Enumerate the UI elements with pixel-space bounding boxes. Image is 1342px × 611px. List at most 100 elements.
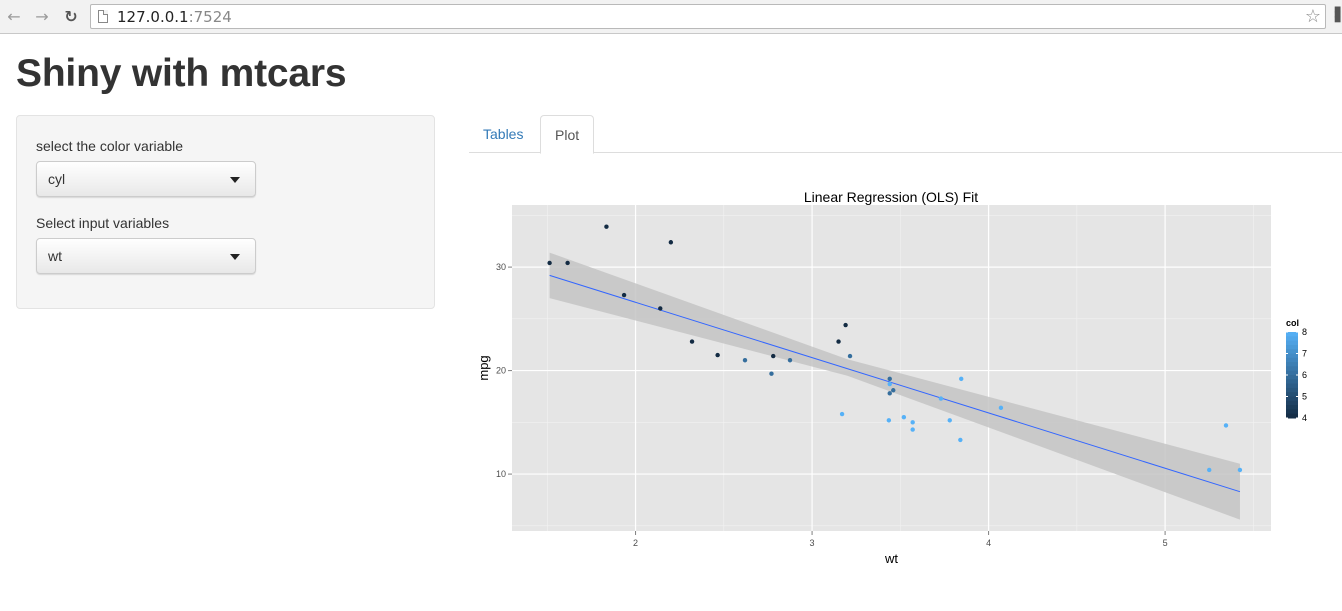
y-tick-label: 10	[496, 469, 506, 479]
data-point	[910, 427, 915, 432]
data-point	[1207, 467, 1212, 473]
data-point	[742, 358, 748, 363]
color-variable-label: select the color variable	[36, 138, 184, 154]
page-title: Shiny with mtcars	[16, 52, 347, 95]
data-point	[959, 376, 964, 382]
back-arrow-icon[interactable]: ←	[7, 6, 21, 26]
data-point	[887, 376, 892, 382]
colorbar-segment	[1286, 370, 1298, 376]
data-point	[547, 260, 552, 266]
address-bar[interactable]: 127.0.0.1:7524 ☆	[90, 4, 1326, 29]
forward-arrow-icon[interactable]: →	[35, 6, 49, 26]
data-point	[843, 322, 848, 328]
data-point	[947, 418, 952, 423]
confidence-band	[549, 252, 1240, 520]
url-port: :7524	[188, 8, 232, 26]
page-icon	[98, 10, 108, 23]
data-point	[847, 353, 853, 359]
browser-menu-icon[interactable]: ■ ■ ■	[1334, 2, 1342, 26]
reload-icon[interactable]: ↻	[64, 6, 78, 26]
data-point	[787, 358, 793, 363]
colorbar-segment	[1286, 409, 1298, 415]
data-point	[887, 391, 892, 396]
input-variables-select[interactable]: wt	[36, 238, 256, 274]
colorbar-segment	[1286, 362, 1298, 367]
color-variable-select[interactable]: cyl	[36, 161, 256, 197]
colorbar-segment	[1286, 357, 1298, 363]
y-tick-label: 30	[496, 262, 506, 272]
y-tick-label: 20	[496, 366, 506, 376]
colorbar-segment	[1286, 383, 1298, 389]
colorbar-segment	[1286, 400, 1298, 406]
data-point	[1223, 423, 1229, 428]
colorbar-segment	[1286, 375, 1298, 380]
bookmark-star-icon[interactable]: ☆	[1304, 6, 1321, 27]
data-point	[891, 388, 896, 393]
data-point	[958, 437, 963, 443]
fit-line	[549, 274, 1241, 493]
color-variable-value: cyl	[48, 171, 66, 187]
data-point	[658, 306, 663, 311]
browser-toolbar: ← → ↻ 127.0.0.1:7524 ☆ ■ ■ ■	[0, 0, 1342, 34]
x-axis-label: wt	[884, 551, 898, 566]
colorbar-segment	[1286, 332, 1298, 337]
data-point	[621, 292, 627, 298]
colorbar-segment	[1286, 366, 1298, 372]
tab-plot[interactable]: Plot	[540, 115, 595, 154]
data-point	[771, 353, 776, 359]
legend-tick-label: 4	[1302, 413, 1307, 423]
confidence-band-area	[549, 252, 1240, 520]
axis-ticks: 2 3 4 5 10 20 30	[496, 262, 1168, 548]
legend-tick-label: 8	[1302, 327, 1307, 337]
x-tick-label: 3	[810, 538, 815, 548]
color-legend: col 4 5 6 7 8	[1286, 318, 1307, 423]
data-point	[689, 339, 695, 344]
colorbar-segment	[1286, 340, 1298, 346]
x-tick-label: 4	[986, 538, 991, 548]
input-variables-label: Select input variables	[36, 215, 170, 231]
legend-tick-label: 6	[1302, 370, 1307, 380]
data-point	[886, 418, 892, 423]
y-axis-label: mpg	[476, 355, 491, 380]
sidebar-panel: select the color variable cyl Select inp…	[16, 115, 435, 309]
url-host: 127.0.0.1	[117, 8, 189, 26]
colorbar-segment	[1286, 387, 1298, 393]
regression-line	[549, 274, 1241, 493]
x-tick-label: 5	[1163, 538, 1168, 548]
data-point	[715, 352, 720, 358]
data-point	[901, 414, 907, 420]
data-point	[769, 371, 774, 376]
regression-plot: Linear Regression (OLS) Fit 2 3 4 5 10 20 30 w…	[476, 189, 1307, 566]
data-points	[547, 224, 1243, 473]
chevron-down-icon	[230, 177, 240, 183]
data-point	[910, 420, 915, 425]
url-text: 127.0.0.1:7524	[117, 8, 232, 26]
data-point	[604, 224, 609, 229]
data-point	[836, 339, 841, 344]
colorbar-segment	[1286, 405, 1298, 410]
colorbar-segment	[1286, 413, 1298, 419]
legend-title: col	[1286, 318, 1299, 328]
colorbar-segment	[1286, 336, 1298, 342]
input-variables-value: wt	[48, 248, 62, 264]
data-point	[938, 396, 944, 401]
tab-tables[interactable]: Tables	[483, 126, 524, 142]
data-point	[887, 381, 892, 387]
chart-title: Linear Regression (OLS) Fit	[804, 189, 978, 205]
legend-tick-label: 5	[1302, 392, 1307, 402]
colorbar-segment	[1286, 349, 1298, 354]
colorbar-segment	[1286, 396, 1298, 402]
chevron-down-icon	[230, 254, 240, 260]
data-point	[839, 411, 845, 417]
data-point	[565, 260, 570, 266]
colorbar-segment	[1286, 392, 1298, 397]
data-point	[1237, 467, 1243, 473]
x-tick-label: 2	[633, 538, 638, 548]
colorbar-segment	[1286, 344, 1298, 350]
data-point	[668, 240, 674, 245]
colorbar-segment	[1286, 353, 1298, 359]
colorbar-segment	[1286, 379, 1298, 385]
tab-bar: Tables Plot	[469, 115, 1342, 154]
data-point	[998, 405, 1004, 411]
legend-tick-label: 7	[1302, 349, 1307, 359]
